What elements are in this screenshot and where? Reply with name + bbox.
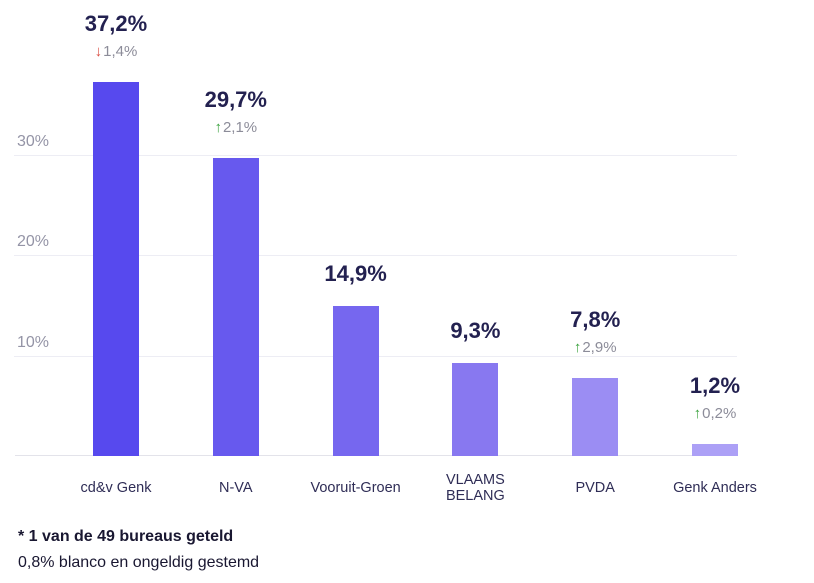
bar-change-label: ↓1,4%: [95, 42, 138, 62]
bar-value-label: 29,7%: [204, 87, 267, 112]
bar-value-label: 7,8%: [570, 307, 621, 332]
footnote-blanco-votes: 0,8% blanco en ongeldig gestemd: [18, 554, 260, 571]
y-axis-tick-label: 10%: [17, 333, 50, 351]
bar-change-text: 2,9%: [582, 339, 617, 356]
y-axis-tick-label: 30%: [17, 132, 50, 150]
bar: [572, 378, 619, 456]
bar: [452, 363, 499, 456]
x-axis-category-label: VLAAMS BELANG: [445, 472, 505, 504]
bar-change-text: 0,2%: [702, 405, 737, 422]
gridline: [14, 154, 737, 156]
arrow-up-icon: ↑: [214, 119, 222, 136]
bar-change-text: 2,1%: [222, 119, 258, 136]
bar-change-label: ↑2,9%: [574, 338, 617, 358]
bar: [692, 444, 738, 456]
footnotes: * 1 van de 49 bureaus geteld 0,8% blanco…: [18, 524, 259, 576]
arrow-up-icon: ↑: [573, 339, 582, 356]
x-axis-category-label: Genk Anders: [673, 480, 757, 496]
bar-value-label: 1,2%: [689, 373, 741, 398]
y-axis-tick-label: 20%: [17, 233, 50, 250]
bar-change-label: ↑0,2%: [694, 404, 737, 424]
bar-value-label: 37,2%: [84, 11, 148, 36]
gridline: [14, 255, 737, 256]
footnote-counted-bureaus: * 1 van de 49 bureaus geteld: [18, 528, 234, 545]
bar-value-label: 9,3%: [450, 318, 501, 343]
bar: [93, 82, 139, 456]
x-axis-category-label: Vooruit-Groen: [310, 480, 401, 496]
arrow-up-icon: ↑: [693, 405, 702, 422]
x-axis-category-label: PVDA: [575, 480, 615, 496]
x-axis-category-label: cd&v Genk: [80, 480, 152, 496]
bar-change-text: 1,4%: [103, 43, 138, 60]
x-axis-category-label: N-VA: [219, 480, 253, 496]
bar: [212, 158, 259, 456]
bar-change-label: ↑2,1%: [214, 118, 257, 138]
bar: [332, 306, 379, 456]
arrow-down-icon: ↓: [94, 43, 103, 60]
bar-value-label: 14,9%: [324, 261, 387, 286]
